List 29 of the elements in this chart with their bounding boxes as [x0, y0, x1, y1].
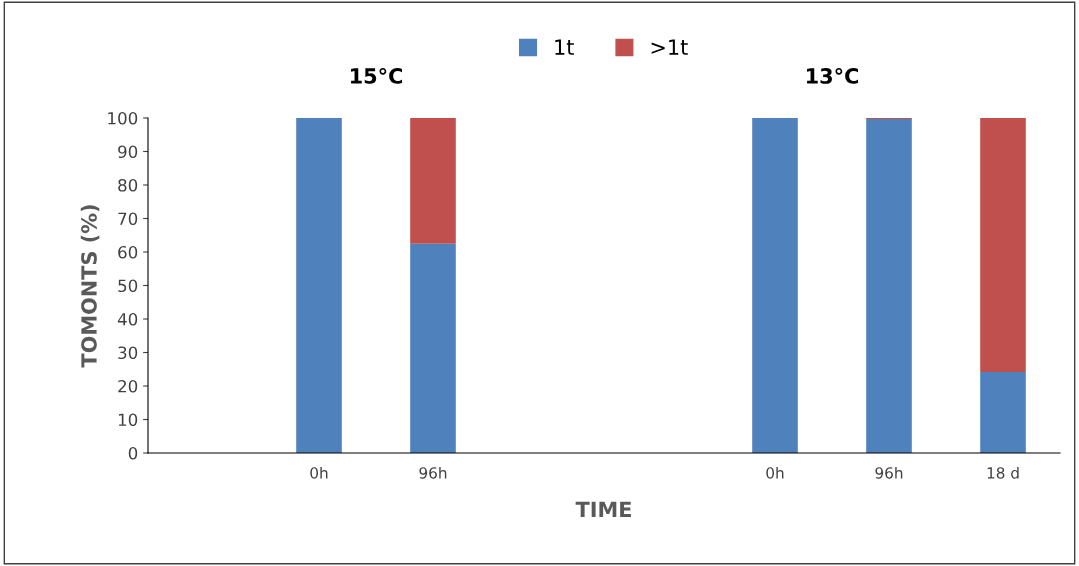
y-tick-label: 80: [118, 178, 138, 192]
bar: [410, 243, 456, 453]
text: 15°C: [351, 67, 403, 84]
y-tick-label: 90: [118, 145, 138, 159]
y-tick-label: 60: [118, 245, 138, 259]
x-tick-label: 96h: [875, 466, 903, 479]
y-tick-label: 50: [118, 279, 138, 293]
bar: [866, 119, 912, 453]
bar: [980, 118, 1026, 372]
y-tick-label: 100: [108, 111, 138, 125]
y-tick-label: 0: [128, 446, 138, 460]
text: 13°C: [807, 67, 859, 84]
bar: [410, 118, 456, 244]
x-tick-label: 0h: [766, 466, 784, 479]
y-tick-label: 10: [118, 413, 138, 427]
y-tick-label: 70: [118, 212, 138, 226]
bar: [752, 118, 798, 453]
x-tick-label: 0h: [310, 466, 328, 479]
x-axis-title: TIME: [575, 501, 631, 517]
x-tick-label: 18 d: [987, 466, 1019, 479]
y-axis-title: TOMONTS (%): [80, 205, 100, 368]
y-tick-label: 20: [118, 379, 138, 393]
legend-label: >1t: [651, 39, 688, 55]
legend-label: 1t: [555, 39, 574, 55]
x-tick-label: 96h: [419, 466, 447, 479]
y-tick-label: 40: [117, 312, 138, 326]
y-tick-label: 30: [118, 346, 138, 360]
bar: [980, 371, 1026, 453]
bar: [296, 118, 342, 453]
